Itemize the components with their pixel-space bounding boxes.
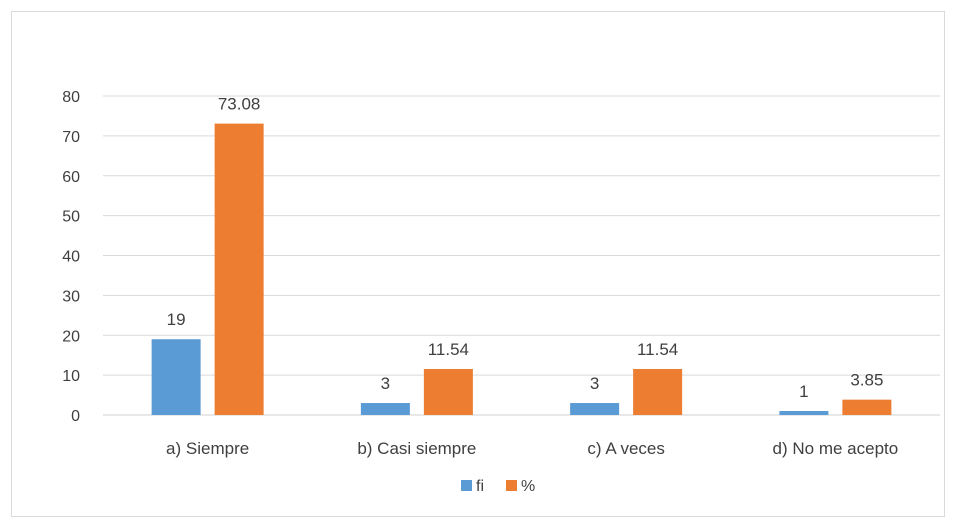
data-label: 11.54 xyxy=(428,340,469,359)
bar-fi xyxy=(570,403,620,415)
category-labels: a) Siempre b) Casi siempre c) A veces d) No… xyxy=(166,439,898,458)
data-label: 3 xyxy=(381,374,390,393)
bars xyxy=(151,123,892,415)
y-tick-label: 60 xyxy=(62,169,80,186)
data-labels: 19 73.08 3 11.54 3 11.54 1 3.85 xyxy=(167,95,884,401)
bar-fi xyxy=(151,339,201,415)
category-label: b) Casi siempre xyxy=(357,439,476,458)
y-tick-label: 0 xyxy=(71,408,80,425)
y-tick-label: 80 xyxy=(62,89,80,106)
bar-percent xyxy=(423,368,473,415)
y-tick-label: 40 xyxy=(62,249,80,266)
y-axis-ticks: 0 10 20 30 40 50 60 70 80 xyxy=(62,89,80,425)
bar-percent xyxy=(842,399,892,415)
legend-label: fi xyxy=(476,478,484,495)
bar-fi xyxy=(360,403,410,415)
y-tick-label: 10 xyxy=(62,368,80,385)
data-label: 1 xyxy=(799,382,808,401)
category-label: a) Siempre xyxy=(166,439,249,458)
category-label: d) No me acepto xyxy=(773,439,899,458)
data-label: 19 xyxy=(167,310,186,329)
y-tick-label: 30 xyxy=(62,288,80,305)
bar-percent xyxy=(633,368,683,415)
data-label: 11.54 xyxy=(637,340,678,359)
bar-percent xyxy=(214,123,264,415)
legend-swatch xyxy=(461,480,472,491)
y-tick-label: 70 xyxy=(62,129,80,146)
legend: fi% xyxy=(461,478,535,495)
category-label: c) A veces xyxy=(587,439,664,458)
y-tick-label: 20 xyxy=(62,328,80,345)
chart-frame xyxy=(11,11,945,517)
y-tick-label: 50 xyxy=(62,209,80,226)
data-label: 73.08 xyxy=(218,95,261,114)
data-label: 3 xyxy=(590,374,599,393)
legend-swatch xyxy=(506,480,517,491)
bar-fi xyxy=(779,411,829,415)
legend-label: % xyxy=(521,478,535,495)
data-label: 3.85 xyxy=(850,371,883,390)
